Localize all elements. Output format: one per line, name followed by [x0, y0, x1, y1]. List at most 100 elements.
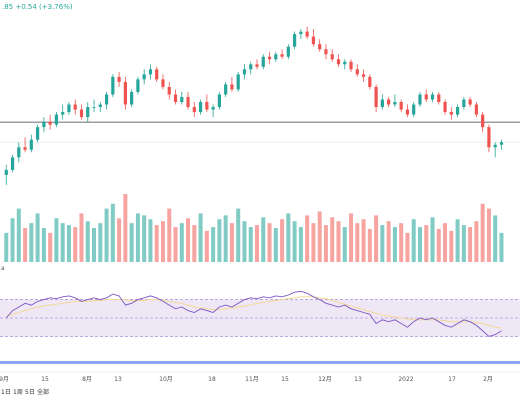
candle-body [79, 109, 84, 118]
candle-body [336, 59, 341, 65]
candle-body [36, 127, 40, 140]
volume-bar [85, 221, 90, 262]
time-axis: 9月 15 8月 13 10月 18 11月 15 12月 13 2022 17 2月 [0, 371, 520, 383]
candle-body [167, 86, 171, 95]
candle-body [443, 102, 447, 113]
volume-bar [255, 225, 259, 262]
candle-body [173, 94, 178, 102]
candle-body [455, 107, 460, 115]
volume-bar [204, 230, 209, 262]
volume-bar [173, 227, 178, 262]
volume-bar [280, 219, 285, 262]
volume-bar [10, 218, 15, 262]
x-tick-label: 10月 [159, 376, 173, 383]
volume-bar [405, 232, 410, 262]
volume-bar [142, 215, 147, 262]
timeframe-option[interactable]: 1周 [13, 389, 23, 396]
volume-bar [16, 208, 21, 262]
candle-body [23, 147, 27, 150]
volume-bar [186, 218, 191, 262]
candle-body [67, 104, 71, 113]
volume-bar [129, 223, 134, 262]
volume-bar [323, 225, 328, 262]
volume-bar [480, 203, 485, 262]
timeframe-option[interactable]: 1日 [1, 389, 11, 396]
volume-bar [298, 227, 303, 262]
candle-body [437, 94, 441, 102]
candle-body [355, 69, 359, 75]
x-tick-label: 8月 [82, 376, 92, 383]
volume-bar [48, 232, 53, 262]
volume-bar [286, 213, 291, 262]
candle-body [117, 76, 121, 82]
candle-body [4, 169, 8, 175]
volume-bar [160, 221, 165, 262]
candle-body [161, 79, 165, 87]
candle-body [324, 49, 328, 55]
volume-bar [154, 225, 159, 262]
price-header: .85 +0.54 (+3.76%) [2, 3, 73, 11]
candle-body [48, 122, 52, 125]
volume-bar [54, 218, 59, 262]
volume-bar [167, 208, 172, 262]
volume-bar [192, 225, 197, 262]
rsi-pane [0, 290, 520, 364]
candle-body [205, 102, 209, 110]
x-tick-label: 15 [41, 376, 49, 383]
candle-body [249, 64, 253, 70]
x-tick-label: 11月 [245, 376, 259, 383]
volume-bar [236, 208, 241, 262]
x-tick-label: 2022 [398, 376, 413, 383]
volume-bar [499, 232, 504, 262]
volume-bar [261, 217, 266, 262]
candle-body [487, 127, 491, 148]
volume-bar [66, 225, 71, 262]
candle-body [393, 102, 397, 105]
volume-bar [349, 213, 354, 262]
candle-body [343, 61, 347, 65]
candle-body [361, 74, 366, 77]
candle-body [104, 94, 109, 105]
candle-body [123, 81, 127, 105]
volume-bar [355, 223, 360, 262]
candle-body [148, 69, 153, 75]
volume-bar [35, 213, 40, 262]
volume-bar [317, 211, 322, 262]
candle-body [293, 34, 297, 47]
candle-body [462, 99, 466, 108]
indicator-label: a [1, 265, 5, 272]
x-tick-label: 17 [448, 376, 456, 383]
x-tick-label: 2月 [483, 376, 493, 383]
timeframe-option[interactable]: 全部 [37, 388, 49, 396]
volume-bar [386, 221, 391, 262]
candle-body [418, 94, 422, 105]
candle-body [280, 54, 284, 57]
candle-body [42, 122, 46, 128]
candle-body [405, 109, 410, 115]
volume-bar [4, 232, 9, 262]
candle-body [493, 144, 497, 148]
volume-bar [23, 228, 28, 262]
candle-body [136, 79, 140, 92]
volume-bar [148, 219, 153, 262]
volume-bar [123, 194, 128, 262]
candle-body [242, 69, 247, 75]
volume-bar [468, 227, 473, 262]
volume-bar [79, 213, 84, 262]
candle-body [142, 74, 146, 80]
candle-body [29, 139, 33, 150]
candle-body [61, 112, 65, 115]
timeframe-selector: 1日 1周 5日 全部 [1, 388, 49, 396]
volume-bar [336, 221, 341, 262]
candle-body [192, 107, 196, 113]
candle-body [86, 107, 90, 118]
volume-bar [198, 213, 203, 262]
candle-body [274, 54, 278, 60]
volume-bar [342, 227, 347, 262]
timeframe-option[interactable]: 5日 [25, 389, 35, 396]
candle-body [305, 31, 309, 37]
candle-body [311, 36, 316, 45]
x-tick-label: 15 [281, 376, 289, 383]
candle-body [318, 44, 322, 50]
volume-bar [273, 228, 278, 262]
